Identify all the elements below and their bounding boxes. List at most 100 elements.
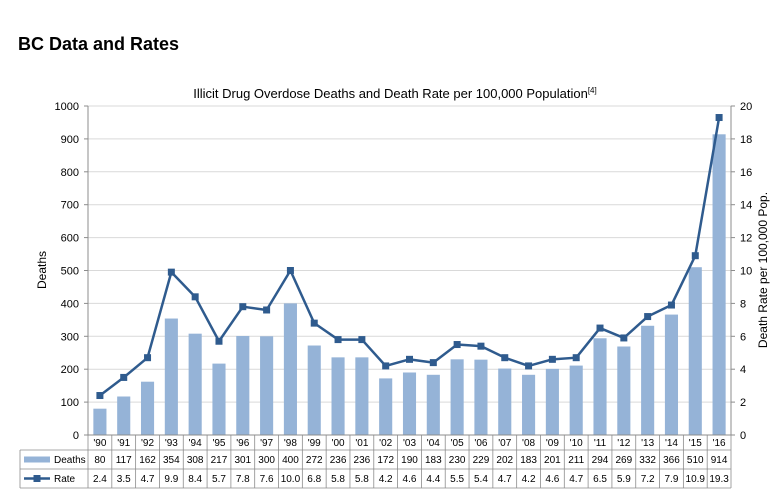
x-tick-label: '12 (617, 438, 630, 449)
deaths-table-value: 301 (234, 455, 251, 466)
deaths-bar-10 (569, 365, 583, 435)
rate-table-value: 4.7 (141, 474, 155, 485)
rate-table-value: 10.0 (281, 474, 301, 485)
rate-marker-94 (191, 293, 199, 301)
y-tick-label: 100 (61, 397, 79, 409)
rate-marker-08 (525, 362, 533, 370)
deaths-bar-00 (331, 357, 345, 435)
y-tick-label: 1000 (55, 101, 79, 113)
deaths-table-value: 308 (187, 455, 204, 466)
deaths-bar-96 (236, 335, 250, 435)
rate-table-value: 5.9 (617, 474, 631, 485)
rate-legend-marker (33, 475, 41, 482)
rate-table-value: 5.8 (355, 474, 369, 485)
rate-table-value: 8.4 (188, 474, 202, 485)
rate-marker-12 (620, 334, 628, 342)
x-tick-label: '07 (498, 438, 511, 449)
rate-marker-92 (144, 354, 152, 362)
deaths-bar-14 (664, 314, 679, 435)
x-tick-label: '09 (546, 438, 559, 449)
x-tick-label: '94 (189, 438, 202, 449)
x-tick-label: '01 (355, 438, 368, 449)
rate-marker-14 (667, 301, 675, 309)
deaths-bar-11 (593, 338, 607, 435)
deaths-table-value: 217 (211, 455, 228, 466)
deaths-bar-94 (188, 333, 202, 435)
deaths-table-value: 300 (258, 455, 275, 466)
deaths-bar-98 (283, 303, 297, 435)
rate-marker-98 (286, 267, 294, 274)
deaths-bar-92 (140, 381, 155, 435)
deaths-bars (93, 134, 726, 435)
deaths-bar-07 (498, 368, 512, 435)
y-tick-label: 300 (61, 331, 79, 343)
deaths-table-value: 236 (330, 455, 347, 466)
x-tick-label: '14 (665, 438, 678, 449)
rate-legend-label: Rate (54, 474, 76, 485)
rate-marker-04 (429, 359, 437, 367)
rate-marker-06 (477, 342, 485, 350)
rate-table-value: 4.7 (498, 474, 512, 485)
rate-marker-95 (215, 337, 223, 345)
rate-table-value: 6.8 (307, 474, 321, 485)
x-tick-label: '93 (165, 438, 178, 449)
deaths-table-value: 269 (615, 455, 632, 466)
page-heading: BC Data and Rates (18, 34, 180, 54)
rate-table-value: 7.9 (665, 474, 679, 485)
y2-tick-label: 10 (740, 266, 752, 278)
deaths-bar-93 (164, 318, 178, 435)
chart-title-footnote: [4] (588, 86, 597, 95)
deaths-table-value: 236 (354, 455, 371, 466)
deaths-bar-99 (307, 345, 321, 435)
y-tick-label: 400 (61, 298, 79, 310)
rate-table-value: 4.4 (426, 474, 440, 485)
rate-marker-96 (239, 303, 247, 311)
deaths-bar-97 (260, 336, 274, 435)
rate-table-value: 2.4 (93, 474, 107, 485)
data-table: '90 '91 '92 '93 '94 '95 '96 '97 '98 '99 '00 '01 '02 '… (19, 434, 732, 489)
rate-marker-91 (120, 373, 128, 381)
deaths-table-value: 230 (449, 455, 466, 466)
deaths-table-value: 229 (473, 455, 490, 466)
y2-tick-label: 20 (740, 101, 752, 113)
deaths-bar-91 (117, 396, 131, 435)
deaths-table-value: 202 (496, 455, 513, 466)
x-tick-label: '16 (713, 438, 726, 449)
x-tick-label: '08 (522, 438, 535, 449)
x-tick-label: '91 (117, 438, 130, 449)
y2-tick-label: 0 (740, 430, 746, 442)
x-tick-label: '92 (141, 438, 154, 449)
deaths-table-value: 211 (568, 455, 584, 466)
y2-tick-label: 4 (740, 364, 746, 376)
deaths-table-value: 183 (425, 455, 442, 466)
y-tick-label: 700 (61, 200, 79, 212)
x-tick-label: '00 (332, 438, 345, 449)
rate-marker-97 (263, 306, 271, 314)
x-tick-label: '06 (474, 438, 487, 449)
rate-table-value: 5.4 (474, 474, 488, 485)
rate-table-value: 3.5 (117, 474, 131, 485)
rate-marker-07 (501, 354, 509, 362)
rate-table-value: 10.9 (686, 474, 706, 485)
rate-table-value: 5.8 (331, 474, 345, 485)
x-tick-label: '90 (93, 438, 106, 449)
rate-table-value: 4.6 (403, 474, 417, 485)
x-tick-label: '99 (308, 438, 321, 449)
rate-marker-90 (96, 392, 104, 400)
y2-tick-label: 2 (740, 397, 746, 409)
rate-marker-10 (572, 354, 580, 362)
x-tick-label: '97 (260, 438, 273, 449)
rate-marker-00 (334, 336, 342, 344)
rate-marker-11 (596, 324, 604, 332)
deaths-bar-95 (212, 363, 226, 435)
rate-marker-09 (548, 355, 556, 363)
deaths-legend-label: Deaths (54, 455, 86, 466)
rate-table-value: 19.3 (709, 474, 729, 485)
rate-table-value: 7.6 (260, 474, 274, 485)
y-tick-label: 500 (61, 266, 79, 278)
deaths-bar-16 (712, 134, 726, 435)
y-tick-label: 200 (61, 364, 79, 376)
rate-table-value: 7.8 (236, 474, 250, 485)
